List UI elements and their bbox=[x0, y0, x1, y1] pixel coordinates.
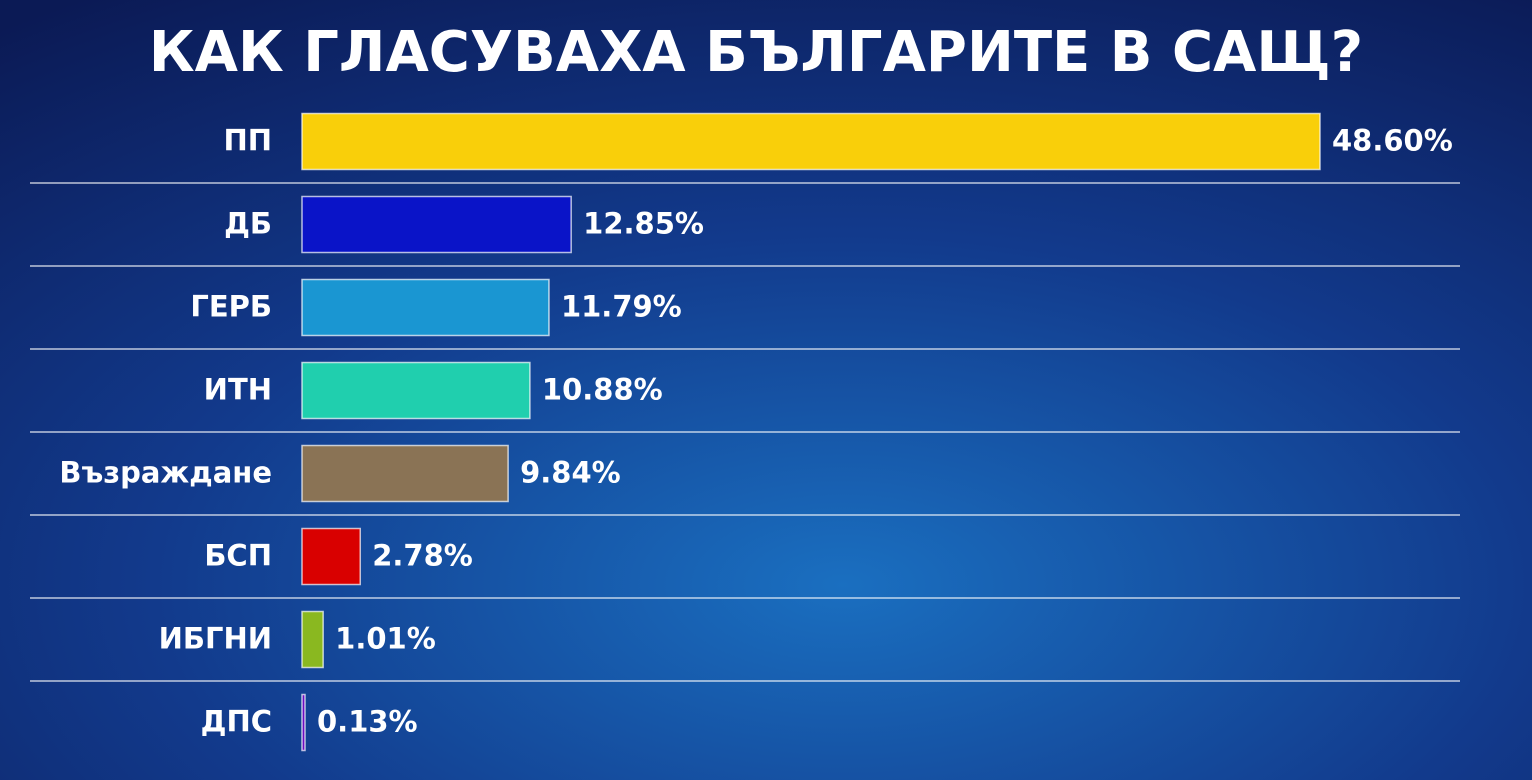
bar bbox=[301, 610, 324, 669]
value-label: 0.13% bbox=[317, 705, 418, 739]
value-label: 12.85% bbox=[583, 207, 704, 241]
category-label: ГЕРБ bbox=[190, 290, 272, 324]
bar bbox=[301, 693, 306, 752]
bar bbox=[301, 361, 531, 420]
bar bbox=[301, 278, 550, 337]
category-label: ДБ bbox=[224, 207, 272, 241]
bar bbox=[301, 112, 1321, 171]
chart-title: КАК ГЛАСУВАХА БЪЛГАРИТЕ В САЩ? bbox=[149, 20, 1363, 85]
category-label: ИТН bbox=[204, 373, 272, 407]
category-label: ИБГНИ bbox=[159, 622, 272, 656]
value-label: 9.84% bbox=[520, 456, 621, 490]
category-label: ДПС bbox=[201, 705, 272, 739]
bar bbox=[301, 444, 509, 503]
bar bbox=[301, 195, 572, 254]
value-label: 48.60% bbox=[1332, 124, 1453, 158]
category-label: Възраждане bbox=[59, 456, 272, 490]
value-label: 1.01% bbox=[335, 622, 436, 656]
value-label: 2.78% bbox=[372, 539, 473, 573]
bar bbox=[301, 527, 361, 586]
value-label: 11.79% bbox=[561, 290, 682, 324]
category-label: ПП bbox=[223, 124, 272, 158]
category-label: БСП bbox=[204, 539, 272, 573]
value-label: 10.88% bbox=[542, 373, 663, 407]
